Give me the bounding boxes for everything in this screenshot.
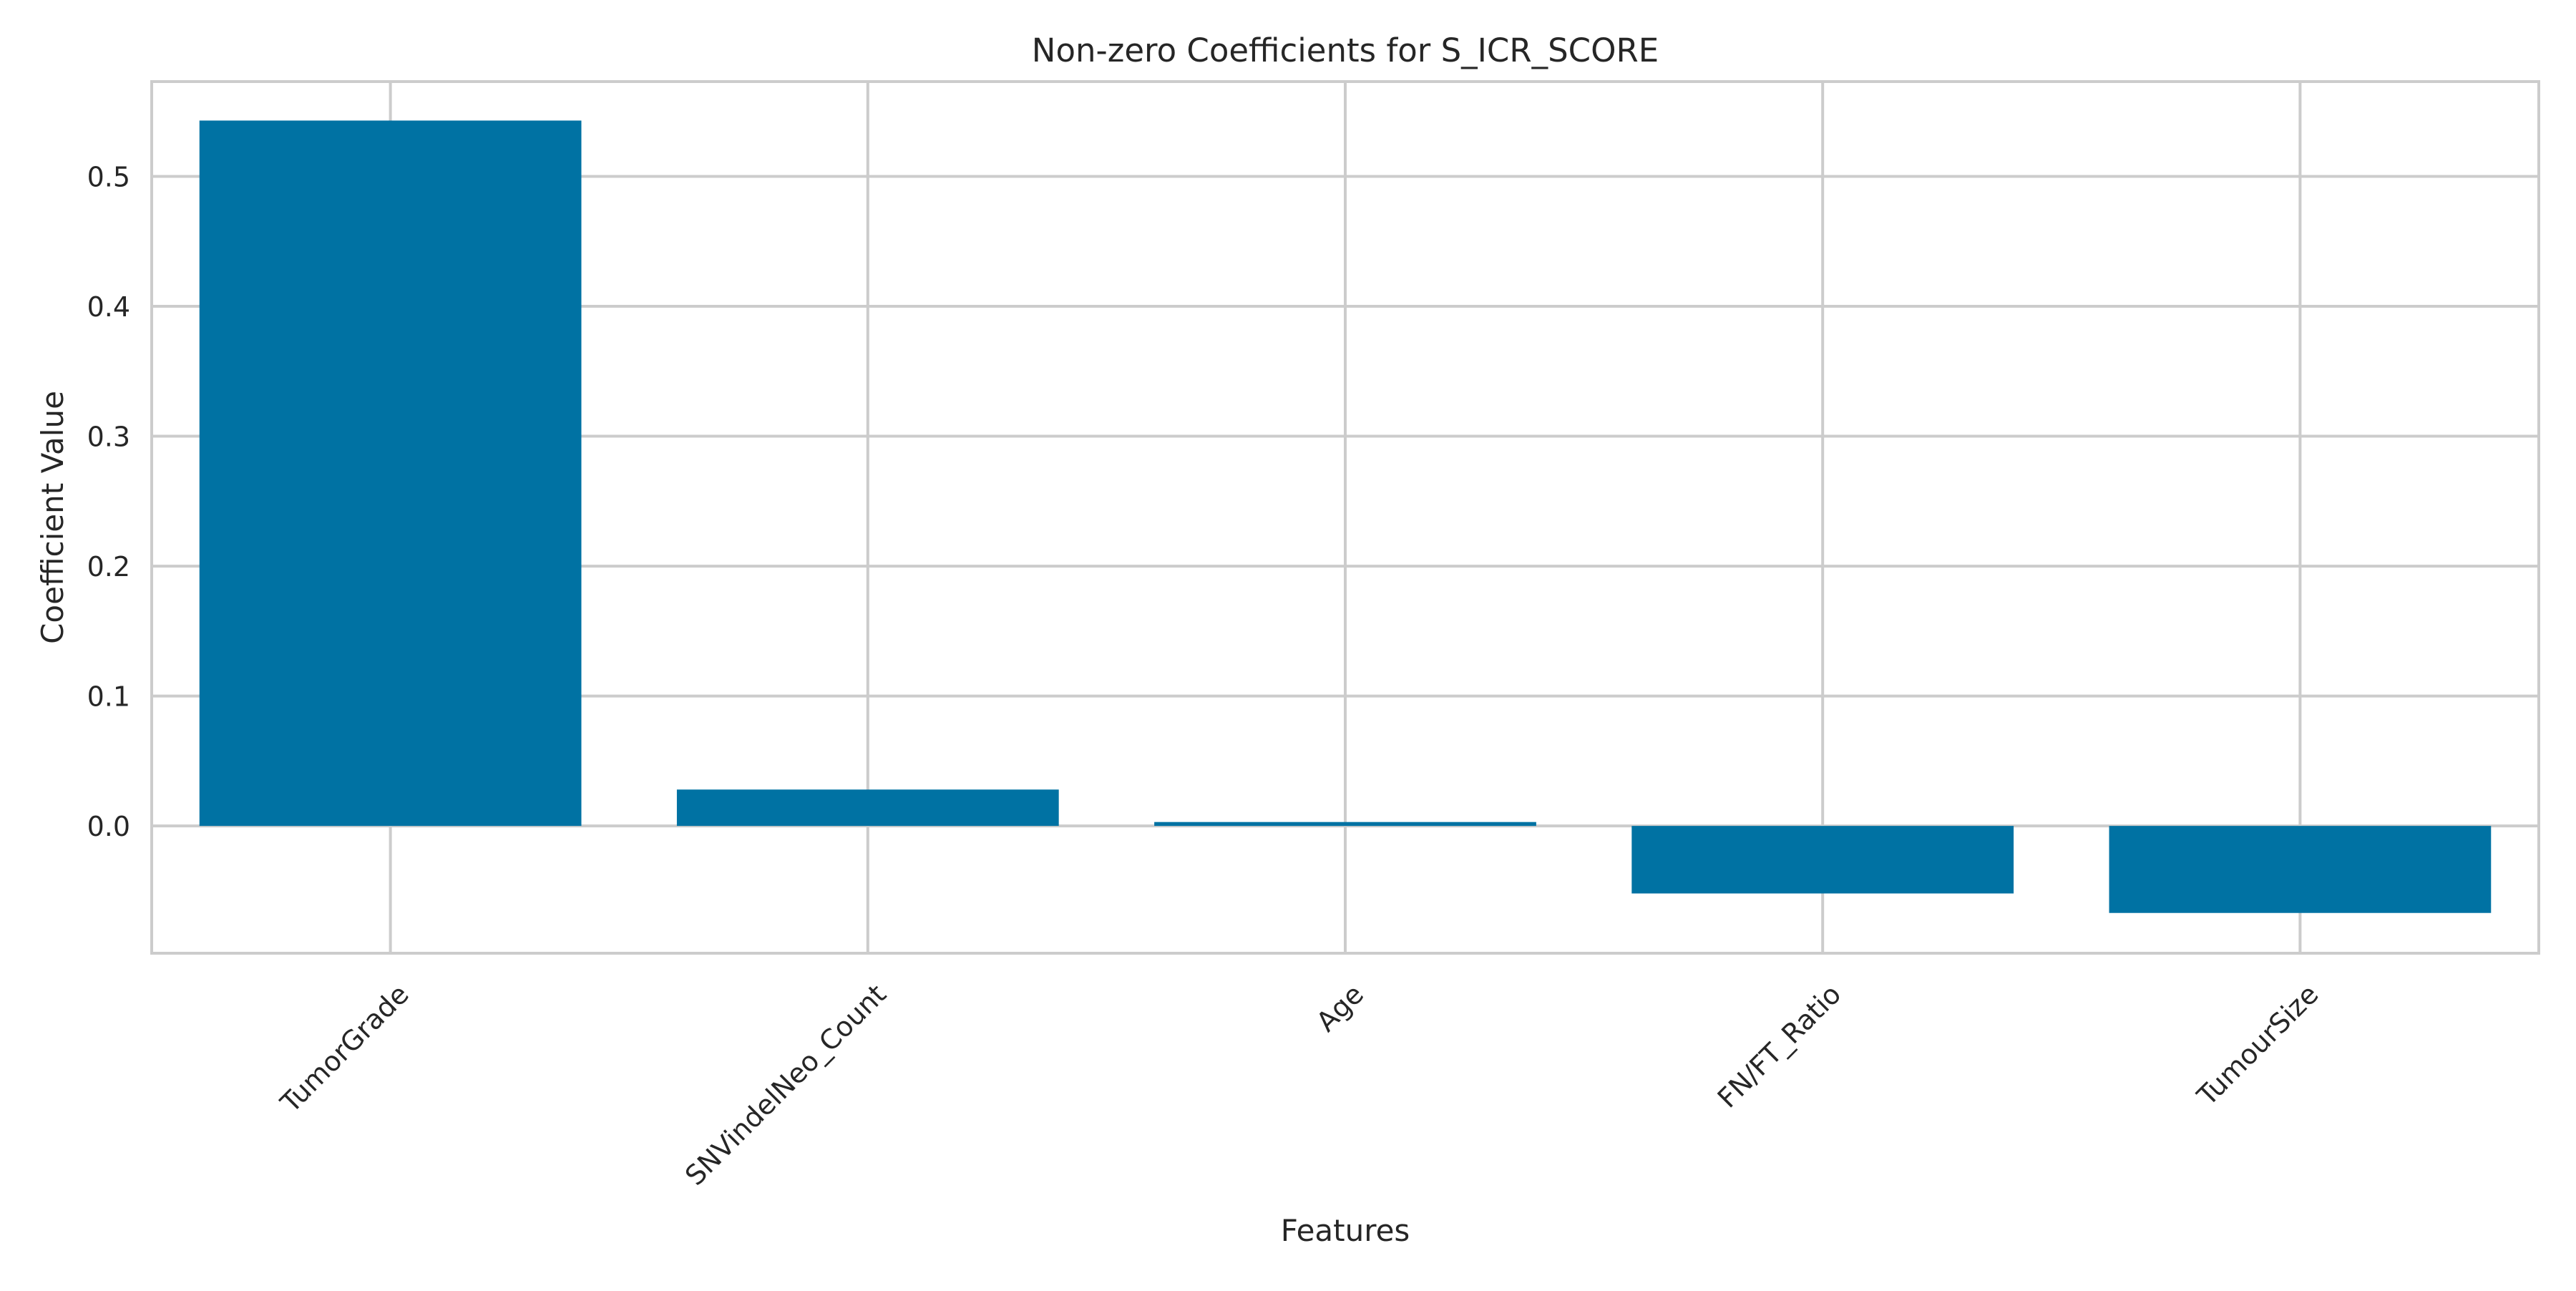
plot-frame: [150, 80, 2540, 955]
y-tick-label: 0.4: [87, 291, 130, 323]
bar-fn-ft-ratio: [1631, 826, 2014, 894]
bar-snvindelneo-count: [676, 789, 1059, 827]
y-tick-label: 0.3: [87, 422, 130, 453]
bar-tumorgrade: [199, 120, 582, 827]
bar-tumoursize: [2109, 826, 2492, 913]
bar-age: [1154, 822, 1536, 827]
x-axis-label: Features: [1281, 1213, 1410, 1248]
y-axis-label: Coefficient Value: [35, 391, 70, 644]
y-tick-label: 0.1: [87, 681, 130, 713]
y-tick-label: 0.5: [87, 162, 130, 193]
y-tick-label: 0.2: [87, 551, 130, 583]
bars: [199, 120, 2492, 913]
y-tick-label: 0.0: [87, 811, 130, 842]
y-tick-labels: 0.0 0.1 0.2 0.3 0.4 0.5: [87, 162, 130, 843]
chart-title: Non-zero Coefficients for S_ICR_SCORE: [1032, 31, 1659, 69]
